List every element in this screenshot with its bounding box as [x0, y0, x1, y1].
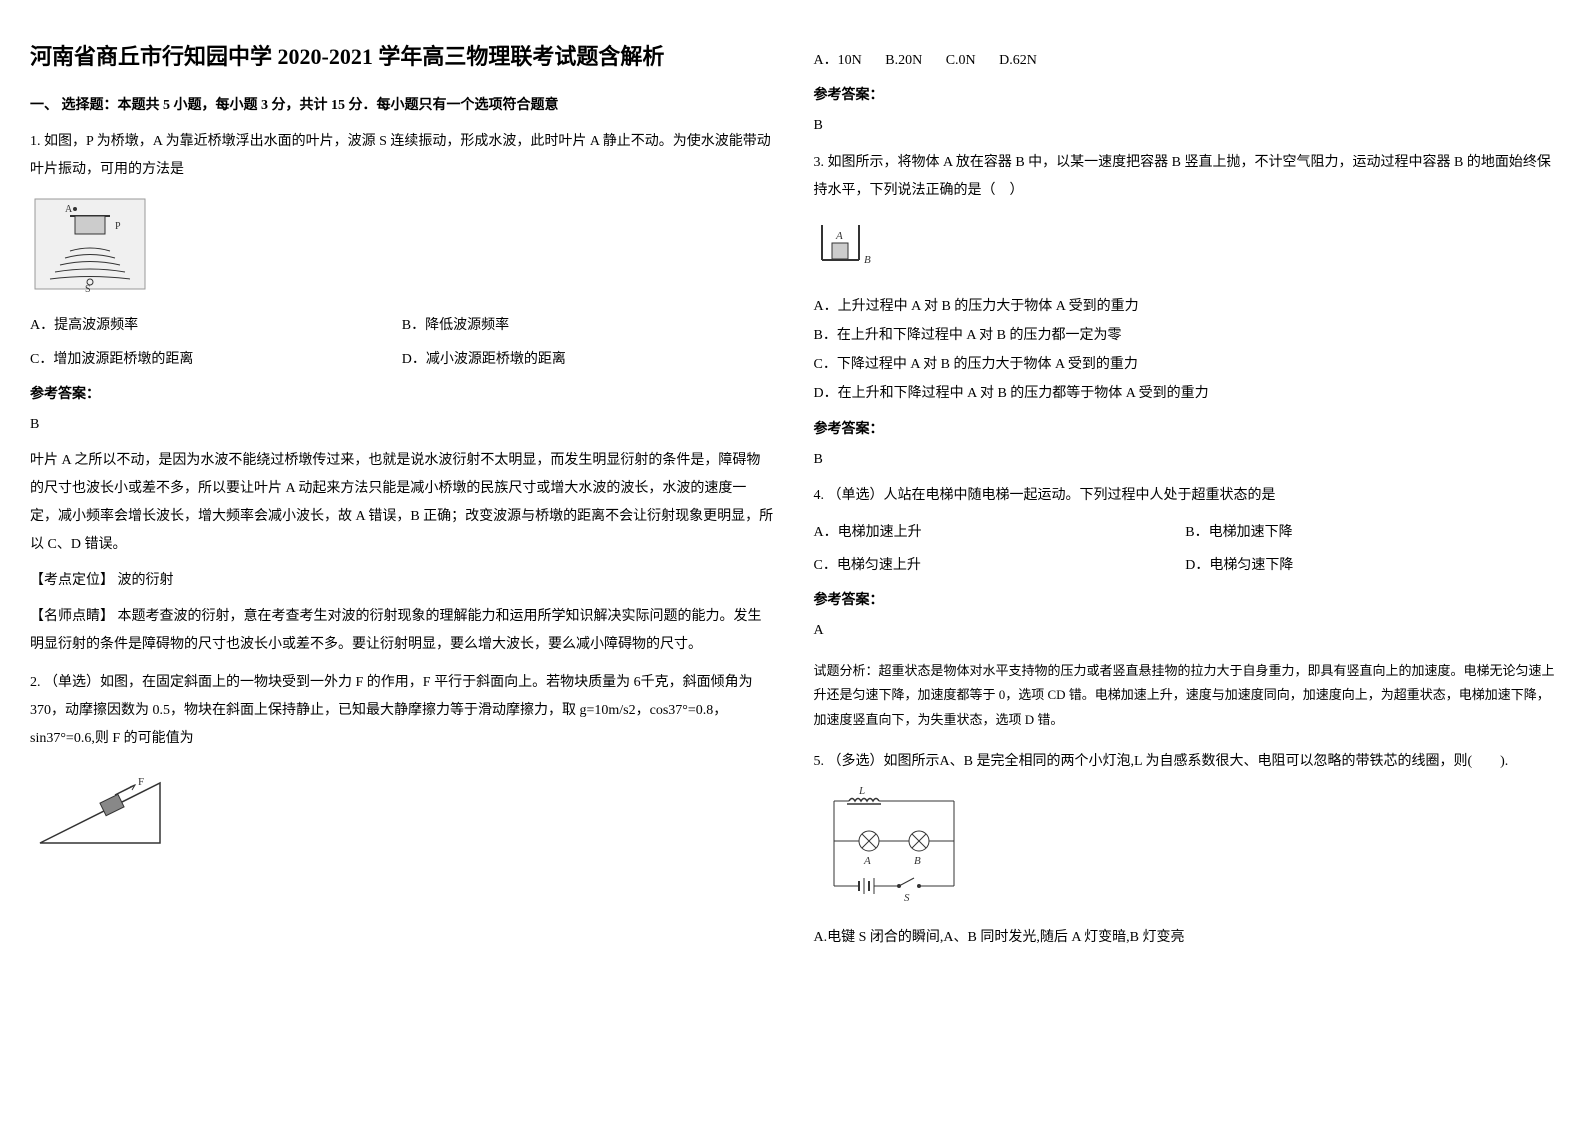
- svg-text:L: L: [858, 786, 865, 797]
- svg-text:A: A: [65, 204, 73, 215]
- exam-page: 河南省商丘市行知园中学 2020-2021 学年高三物理联考试题含解析 一、 选…: [30, 40, 1557, 954]
- q2-optD: D.62N: [999, 53, 1037, 68]
- q1-answer: B: [30, 412, 774, 437]
- incline-diagram-icon: F: [30, 763, 180, 853]
- circuit-diagram-icon: L A B: [814, 786, 974, 906]
- q1-point: 【考点定位】 波的衍射: [30, 567, 774, 595]
- left-column: 河南省商丘市行知园中学 2020-2021 学年高三物理联考试题含解析 一、 选…: [30, 40, 774, 954]
- q2-optB: B.20N: [885, 53, 922, 68]
- q5-text: 5. （多选）如图所示A、B 是完全相同的两个小灯泡,L 为自感系数很大、电阻可…: [814, 748, 1558, 776]
- q1-teacher: 【名师点睛】 本题考查波的衍射，意在考查考生对波的衍射现象的理解能力和运用所学知…: [30, 603, 774, 659]
- q3-figure: A B: [814, 215, 1558, 284]
- q4-answer-label: 参考答案：: [814, 588, 1558, 613]
- q1-figure: A P S: [30, 194, 774, 303]
- section-heading: 一、 选择题：本题共 5 小题，每小题 3 分，共计 15 分．每小题只有一个选…: [30, 93, 774, 118]
- q4-optB: B．电梯加速下降: [1185, 520, 1557, 545]
- q2-optC: C.0N: [946, 53, 976, 68]
- q4-options-row1: A．电梯加速上升 B．电梯加速下降: [814, 520, 1558, 545]
- q4-answer: A: [814, 618, 1558, 643]
- wave-diagram-icon: A P S: [30, 194, 150, 294]
- q4-analysis: 试题分析：超重状态是物体对水平支持物的压力或者竖直悬挂物的拉力大于自身重力，即具…: [814, 654, 1558, 738]
- q2-options: A．10N B.20N C.0N D.62N: [814, 48, 1558, 73]
- q1-options-row2: C．增加波源距桥墩的距离 D．减小波源距桥墩的距离: [30, 347, 774, 372]
- q5-optA: A.电键 S 闭合的瞬间,A、B 同时发光,随后 A 灯变暗,B 灯变亮: [814, 925, 1558, 950]
- q2-figure: F: [30, 763, 774, 862]
- container-diagram-icon: A B: [814, 215, 884, 275]
- q1-text: 1. 如图，P 为桥墩，A 为靠近桥墩浮出水面的叶片，波源 S 连续振动，形成水…: [30, 128, 774, 184]
- q5-figure: L A B: [814, 786, 1558, 915]
- q1-optD: D．减小波源距桥墩的距离: [402, 347, 774, 372]
- q3-answer: B: [814, 447, 1558, 472]
- q1-options-row1: A．提高波源频率 B．降低波源频率: [30, 313, 774, 338]
- svg-text:A: A: [863, 855, 871, 867]
- q2-answer: B: [814, 113, 1558, 138]
- q2-optA: A．10N: [814, 53, 862, 68]
- q1-optA: A．提高波源频率: [30, 313, 402, 338]
- svg-text:A: A: [835, 230, 843, 242]
- q4-optD: D．电梯匀速下降: [1185, 553, 1557, 578]
- q4-text: 4. （单选）人站在电梯中随电梯一起运动。下列过程中人处于超重状态的是: [814, 482, 1558, 510]
- q3-answer-label: 参考答案：: [814, 417, 1558, 442]
- svg-text:S: S: [85, 284, 91, 294]
- q1-optB: B．降低波源频率: [402, 313, 774, 338]
- q4-options-row2: C．电梯匀速上升 D．电梯匀速下降: [814, 553, 1558, 578]
- q1-optC: C．增加波源距桥墩的距离: [30, 347, 402, 372]
- exam-title: 河南省商丘市行知园中学 2020-2021 学年高三物理联考试题含解析: [30, 40, 774, 73]
- q4-optA: A．电梯加速上升: [814, 520, 1186, 545]
- q4-optC: C．电梯匀速上升: [814, 553, 1186, 578]
- svg-text:F: F: [138, 776, 144, 788]
- q1-answer-label: 参考答案：: [30, 382, 774, 407]
- q2-answer-label: 参考答案：: [814, 83, 1558, 108]
- q2-text: 2. （单选）如图，在固定斜面上的一物块受到一外力 F 的作用，F 平行于斜面向…: [30, 669, 774, 753]
- q1-explanation: 叶片 A 之所以不动，是因为水波不能绕过桥墩传过来，也就是说水波衍射不太明显，而…: [30, 447, 774, 559]
- q3-text: 3. 如图所示，将物体 A 放在容器 B 中，以某一速度把容器 B 竖直上抛，不…: [814, 149, 1558, 205]
- q3-optC: C．下降过程中 A 对 B 的压力大于物体 A 受到的重力: [814, 352, 1558, 377]
- q3-optD: D．在上升和下降过程中 A 对 B 的压力都等于物体 A 受到的重力: [814, 381, 1558, 406]
- svg-text:B: B: [864, 254, 871, 266]
- svg-text:P: P: [115, 221, 121, 232]
- q3-optB: B．在上升和下降过程中 A 对 B 的压力都一定为零: [814, 323, 1558, 348]
- right-column: A．10N B.20N C.0N D.62N 参考答案： B 3. 如图所示，将…: [814, 40, 1558, 954]
- q3-optA: A．上升过程中 A 对 B 的压力大于物体 A 受到的重力: [814, 294, 1558, 319]
- svg-text:B: B: [914, 855, 921, 867]
- svg-text:S: S: [904, 892, 910, 904]
